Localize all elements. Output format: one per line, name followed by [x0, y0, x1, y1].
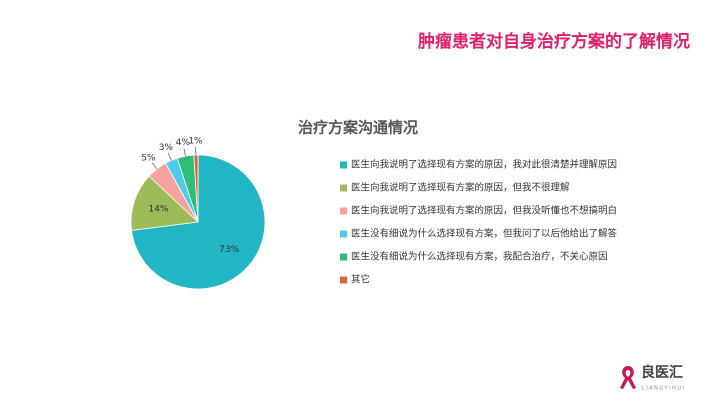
logo-icon	[620, 366, 636, 389]
chart-title: 治疗方案沟通情况	[298, 119, 418, 137]
leader-line	[151, 162, 158, 170]
legend-swatch	[340, 184, 347, 192]
legend-label: 医生没有细说为什么选择现有方案，我配合治疗，不关心原因	[351, 251, 608, 263]
data-label: 3%	[159, 143, 174, 153]
leader-line	[167, 153, 172, 161]
legend-swatch	[340, 161, 347, 169]
data-label: 1%	[188, 137, 203, 147]
legend-label: 医生向我说明了选择现有方案的原因，但我不很理解	[351, 182, 570, 194]
legend-label: 医生向我说明了选择现有方案的原因，我对此很清楚并理解原因	[351, 159, 617, 171]
leader-line	[183, 148, 186, 157]
legend-swatch	[340, 207, 347, 215]
slide-title: 肿瘤患者对自身治疗方案的了解情况	[418, 31, 690, 52]
legend-label: 医生没有细说为什么选择现有方案，但我问了以后他给出了解答	[351, 228, 618, 240]
data-label: 14%	[148, 205, 168, 215]
legend-swatch	[340, 276, 347, 284]
pie-slice	[130, 175, 199, 231]
legend-label: 其它	[351, 274, 370, 286]
data-label: 73%	[219, 245, 239, 255]
legend-swatch	[340, 230, 347, 238]
legend-swatch	[340, 253, 347, 261]
logo: 良医汇 LIANGYIHUI	[620, 364, 685, 392]
logo-subtitle: LIANGYIHUI	[642, 386, 685, 392]
logo-name: 良医汇	[641, 364, 683, 381]
legend-label: 医生向我说明了选择现有方案的原因，但我没听懂也不想搞明白	[351, 205, 617, 217]
data-label: 4%	[176, 138, 191, 148]
data-label: 5%	[141, 153, 156, 163]
